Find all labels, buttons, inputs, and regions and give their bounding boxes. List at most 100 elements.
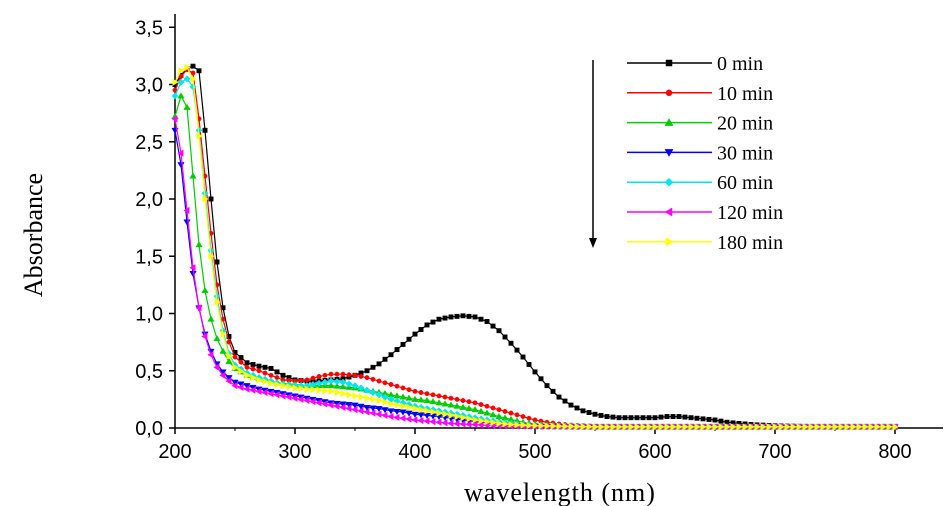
- data-point: [315, 399, 322, 407]
- data-point: [423, 396, 431, 403]
- data-point: [171, 92, 179, 100]
- data-point: [172, 78, 179, 86]
- data-point: [412, 404, 419, 413]
- data-point: [213, 363, 220, 371]
- data-point: [214, 298, 221, 306]
- legend: 0 min 10 min 20 min 30 min 60 min 120 min 180 …: [627, 53, 783, 254]
- data-point: [459, 403, 467, 410]
- data-point: [292, 384, 299, 392]
- data-point: [304, 377, 310, 383]
- data-point: [718, 423, 725, 431]
- data-point: [508, 420, 515, 429]
- data-point: [370, 376, 376, 382]
- data-point: [244, 360, 250, 366]
- data-point: [490, 405, 496, 411]
- data-point: [201, 332, 208, 341]
- data-point: [532, 422, 539, 430]
- data-point: [256, 376, 263, 384]
- data-point: [406, 336, 412, 342]
- data-point: [357, 407, 364, 415]
- data-point: [375, 406, 383, 413]
- data-point: [358, 374, 364, 379]
- data-point: [454, 396, 460, 402]
- data-point: [412, 388, 418, 394]
- data-point: [478, 417, 485, 425]
- data-point: [447, 419, 454, 428]
- data-point: [208, 196, 214, 202]
- data-point: [328, 371, 334, 377]
- data-point: [405, 410, 413, 417]
- data-point: [376, 361, 382, 367]
- data-point: [363, 386, 371, 394]
- data-point: [226, 333, 232, 339]
- data-point: [190, 63, 196, 69]
- data-point: [262, 370, 268, 376]
- data-point: [382, 398, 389, 406]
- data-point: [429, 397, 437, 405]
- data-point: [598, 423, 605, 431]
- data-point: [483, 409, 491, 416]
- data-point: [418, 406, 425, 414]
- data-point: [273, 391, 280, 399]
- data-point: [502, 420, 509, 428]
- data-point: [736, 423, 743, 431]
- data-point: [279, 392, 286, 400]
- data-point: [766, 423, 773, 431]
- data-point: [406, 403, 413, 412]
- data-point: [345, 380, 353, 388]
- data-point: [526, 421, 533, 430]
- data-point: [484, 418, 491, 426]
- data-point: [177, 92, 185, 99]
- data-point: [448, 395, 454, 401]
- data-point: [447, 401, 455, 408]
- data-point: [646, 423, 653, 431]
- series-180-min: [172, 63, 899, 431]
- data-point: [202, 127, 208, 133]
- x-tick-label: 600: [638, 441, 671, 463]
- data-point: [250, 362, 256, 367]
- data-point: [665, 89, 673, 97]
- data-point: [363, 404, 371, 412]
- legend-item: 180 min: [627, 232, 783, 254]
- data-point: [640, 415, 646, 421]
- data-point: [544, 383, 550, 389]
- data-point: [183, 103, 191, 110]
- data-point: [610, 423, 617, 431]
- data-point: [826, 423, 833, 431]
- data-point: [520, 354, 526, 360]
- x-tick-label: 400: [398, 441, 431, 463]
- legend-item: 10 min: [627, 83, 773, 105]
- data-point: [742, 423, 749, 431]
- data-point: [207, 315, 215, 322]
- data-point: [688, 415, 694, 421]
- time-arrow-annotation: [589, 60, 597, 248]
- data-point: [652, 423, 659, 431]
- data-point: [327, 401, 334, 409]
- data-point: [346, 372, 352, 378]
- data-point: [195, 241, 203, 248]
- data-point: [345, 404, 352, 413]
- data-point: [448, 411, 455, 420]
- data-point: [280, 381, 287, 390]
- data-point: [333, 382, 341, 389]
- data-point: [286, 383, 293, 391]
- data-point: [388, 352, 394, 358]
- data-point: [520, 414, 526, 419]
- data-point: [382, 356, 388, 362]
- data-point: [574, 405, 580, 411]
- data-point: [676, 423, 683, 431]
- x-tick-label: 300: [278, 441, 311, 463]
- data-point: [664, 414, 670, 420]
- data-point: [411, 411, 419, 418]
- data-point: [244, 371, 251, 379]
- x-ticks: 200 300 400 500 600 700 800: [158, 428, 912, 463]
- data-point: [207, 351, 214, 359]
- data-point: [189, 172, 197, 179]
- data-point: [201, 286, 209, 294]
- data-point: [694, 423, 701, 431]
- data-point: [285, 393, 292, 401]
- data-point: [886, 423, 893, 431]
- data-point: [784, 423, 791, 431]
- data-point: [250, 366, 256, 372]
